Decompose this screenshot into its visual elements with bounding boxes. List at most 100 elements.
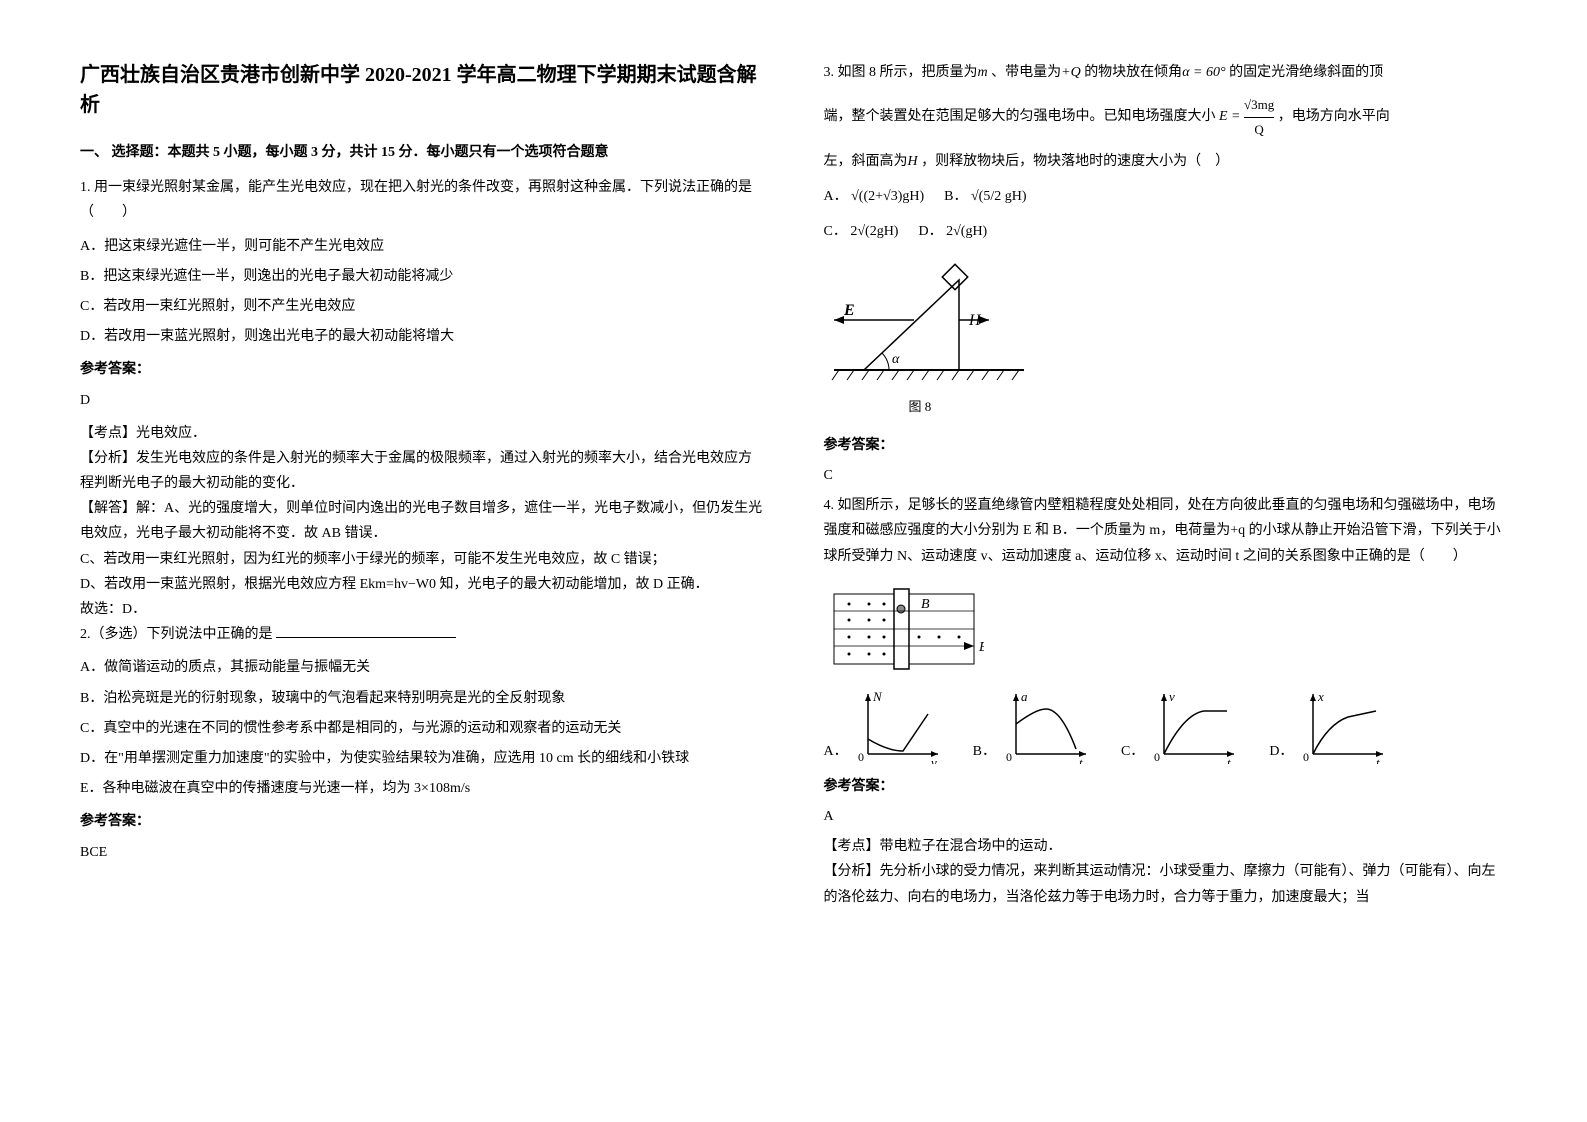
q4-d-origin: 0 <box>1303 750 1309 764</box>
q3-diag-alpha: α <box>892 352 900 367</box>
q4-answer-label: 参考答案： <box>824 774 1508 799</box>
q4-chart-b-svg: a t 0 <box>1001 689 1091 764</box>
q2-stem-text: 2.（多选）下列说法中正确的是 <box>80 627 276 642</box>
q4-b-origin: 0 <box>1006 750 1012 764</box>
q3-p3: 的物块放在倾角 <box>1084 65 1182 80</box>
q4-B-label: B <box>921 597 930 612</box>
q3-stem-line1: 3. 如图 8 所示，把质量为m 、带电量为+Q 的物块放在倾角α = 60° … <box>824 60 1508 85</box>
q3-opt-a: A． √((2+√3)gH) <box>824 184 925 209</box>
q3-stem-line2: 端，整个装置处在范围足够大的匀强电场中。已知电场强度大小 E = √3mg Q … <box>824 93 1508 141</box>
q2-option-d: D．在"用单摆测定重力加速度"的实验中，为使实验结果较为准确，应选用 10 cm… <box>80 746 764 771</box>
q3-p7: 左，斜面高为 <box>824 154 908 169</box>
q1-answer-label: 参考答案： <box>80 357 764 382</box>
q3-stem-line3: 左，斜面高为H ，则释放物块后，物块落地时的速度大小为（ ） <box>824 149 1508 174</box>
q1-option-b: B．把这束绿光遮住一半，则逸出的光电子最大初动能将减少 <box>80 264 764 289</box>
q4-b-x: t <box>1079 755 1083 764</box>
q4-answer: A <box>824 804 1508 829</box>
q2-option-b: B．泊松亮斑是光的衍射现象，玻璃中的气泡看起来特别明亮是光的全反射现象 <box>80 686 764 711</box>
q4-d-y: x <box>1317 689 1324 704</box>
q1-stem: 1. 用一束绿光照射某金属，能产生光电效应，现在把入射光的条件改变，再照射这种金… <box>80 175 764 225</box>
q3-p2: 、带电量为 <box>991 65 1061 80</box>
q2-answer: BCE <box>80 840 764 865</box>
q1-explain-1: 【解答】解：A、光的强度增大，则单位时间内逸出的光电子数目增多，遮住一半，光电子… <box>80 496 764 546</box>
q4-a-label: A． <box>824 739 848 764</box>
q3-p4: 的固定光滑绝缘斜面的顶 <box>1229 65 1383 80</box>
q3-Q: +Q <box>1061 65 1081 80</box>
q4-stem: 4. 如图所示，足够长的竖直绝缘管内壁粗糙程度处处相同，处在方向彼此垂直的匀强电… <box>824 493 1508 569</box>
q2-answer-label: 参考答案： <box>80 809 764 834</box>
right-column: 3. 如图 8 所示，把质量为m 、带电量为+Q 的物块放在倾角α = 60° … <box>824 60 1508 1062</box>
q3-c-label: C． <box>824 224 847 239</box>
q4-analysis: 【分析】先分析小球的受力情况，来判断其运动情况：小球受重力、摩擦力（可能有）、弹… <box>824 859 1508 909</box>
q3-H: H <box>908 154 918 169</box>
q3-options-row2: C． 2√(2gH) D． 2√(gH) <box>824 219 1508 244</box>
section-1-heading: 一、 选择题：本题共 5 小题，每小题 3 分，共计 15 分．每小题只有一个选… <box>80 140 764 165</box>
q3-diagram: E H α 图 8 <box>824 260 1508 418</box>
q4-chart-d-svg: x t 0 <box>1298 689 1388 764</box>
q1-option-d: D．若改用一束蓝光照射，则逸出光电子的最大初动能将增大 <box>80 324 764 349</box>
q3-opt-d: D． 2√(gH) <box>918 219 987 244</box>
q4-chart-a: A． N v 0 <box>824 689 943 764</box>
document-title: 广西壮族自治区贵港市创新中学 2020-2021 学年高二物理下学期期末试题含解… <box>80 60 764 120</box>
q2-blank <box>276 637 456 638</box>
q1-answer: D <box>80 388 764 413</box>
q4-b-label: B． <box>973 739 996 764</box>
q4-charts: A． N v 0 B． a t 0 <box>824 689 1508 764</box>
q3-caption: 图 8 <box>824 395 1508 418</box>
q1-analysis: 【分析】发生光电效应的条件是入射光的频率大于金属的极限频率，通过入射光的频率大小… <box>80 446 764 496</box>
q2-stem: 2.（多选）下列说法中正确的是 <box>80 622 764 647</box>
q3-answer-label: 参考答案： <box>824 433 1508 458</box>
q4-point: 【考点】带电粒子在混合场中的运动． <box>824 834 1508 859</box>
q2-option-e: E．各种电磁波在真空中的传播速度与光速一样，均为 3×108m/s <box>80 776 764 801</box>
q3-a-label: A． <box>824 189 848 204</box>
q3-d-label: D． <box>918 224 942 239</box>
q1-explain-4: 故选：D． <box>80 597 764 622</box>
q3-opt-c: C． 2√(2gH) <box>824 219 899 244</box>
left-column: 广西壮族自治区贵港市创新中学 2020-2021 学年高二物理下学期期末试题含解… <box>80 60 764 1062</box>
q3-alpha: α = 60° <box>1182 65 1225 80</box>
q3-E-frac: √3mg Q <box>1244 93 1274 141</box>
q4-a-origin: 0 <box>858 750 864 764</box>
q4-a-y: N <box>872 689 883 704</box>
q3-incline-svg: E H α <box>824 260 1034 390</box>
q4-chart-d: D． x t 0 <box>1269 689 1388 764</box>
q3-options-row1: A． √((2+√3)gH) B． √(5/2 gH) <box>824 184 1508 209</box>
q4-chart-a-svg: N v 0 <box>853 689 943 764</box>
q4-chart-b: B． a t 0 <box>973 689 1091 764</box>
q3-p5: 端，整个装置处在范围足够大的匀强电场中。已知电场强度大小 <box>824 109 1216 124</box>
q3-d-formula: 2√(gH) <box>946 224 987 239</box>
q3-diag-E: E <box>843 302 855 319</box>
q1-option-c: C．若改用一束红光照射，则不产生光电效应 <box>80 294 764 319</box>
q3-p8: ，则释放物块后，物块落地时的速度大小为（ ） <box>921 154 1229 169</box>
q3-p1: 3. 如图 8 所示，把质量为 <box>824 65 978 80</box>
q4-field-diagram: B E <box>824 584 1508 674</box>
q4-d-x: t <box>1376 755 1380 764</box>
q4-chart-c: C． v t 0 <box>1121 689 1239 764</box>
q4-b-y: a <box>1021 689 1028 704</box>
q3-answer: C <box>824 463 1508 488</box>
q4-c-y: v <box>1169 689 1175 704</box>
q4-d-label: D． <box>1269 739 1293 764</box>
q3-m: m <box>978 65 988 80</box>
q4-c-origin: 0 <box>1154 750 1160 764</box>
q3-p6: ，电场方向水平向 <box>1278 109 1390 124</box>
q1-explain-2: C、若改用一束红光照射，因为红光的频率小于绿光的频率，可能不发生光电效应，故 C… <box>80 547 764 572</box>
q1-point: 【考点】光电效应． <box>80 421 764 446</box>
q3-E-var: E = <box>1219 109 1244 124</box>
q3-opt-b: B． √(5/2 gH) <box>944 184 1026 209</box>
q2-option-a: A．做简谐运动的质点，其振动能量与振幅无关 <box>80 655 764 680</box>
q4-E-label: E <box>978 640 984 655</box>
q4-chart-c-svg: v t 0 <box>1149 689 1239 764</box>
q3-a-formula: √((2+√3)gH) <box>851 189 924 204</box>
q4-c-label: C． <box>1121 739 1144 764</box>
q4-c-x: t <box>1227 755 1231 764</box>
q3-E-bot: Q <box>1244 118 1274 141</box>
q3-E-top: √3mg <box>1244 93 1274 117</box>
q1-explain-3: D、若改用一束蓝光照射，根据光电效应方程 Ekm=hv−W0 知，光电子的最大初… <box>80 572 764 597</box>
q2-option-c: C．真空中的光速在不同的惯性参考系中都是相同的，与光源的运动和观察者的运动无关 <box>80 716 764 741</box>
q1-option-a: A．把这束绿光遮住一半，则可能不产生光电效应 <box>80 234 764 259</box>
q4-field-svg: B E <box>824 584 984 674</box>
q4-a-x: v <box>931 755 937 764</box>
q3-b-formula: √(5/2 gH) <box>971 189 1027 204</box>
q3-c-formula: 2√(2gH) <box>850 224 898 239</box>
